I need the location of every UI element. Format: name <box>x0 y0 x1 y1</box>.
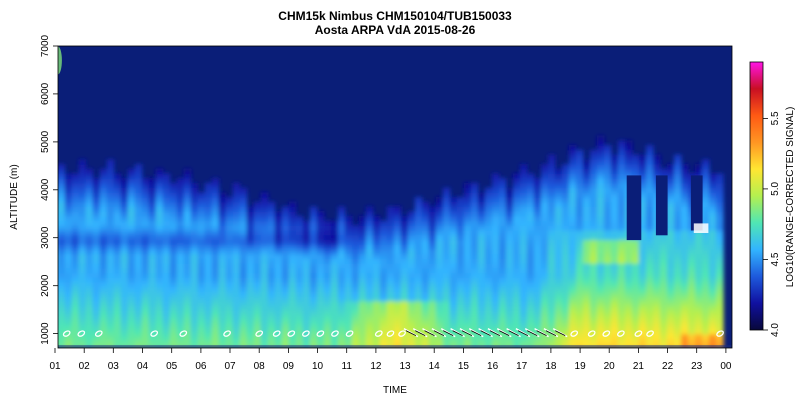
colorbar-label: LOG10(RANGE-CORRECTED SIGNAL) <box>785 107 796 288</box>
y-tick-label: 1000 <box>40 322 51 345</box>
low-signal-streak <box>626 175 642 241</box>
y-tick-label: 5000 <box>40 130 51 153</box>
surface-marker <box>716 330 724 337</box>
low-signal-streak <box>655 175 668 236</box>
surface-marker <box>374 330 383 337</box>
x-tick-label: 22 <box>662 361 674 372</box>
surface-marker <box>179 330 188 337</box>
surface-marker <box>94 330 103 337</box>
surface-marker <box>602 330 611 337</box>
x-tick-label: 20 <box>604 361 616 372</box>
wind-marker-inner <box>499 330 510 336</box>
wind-marker-inner <box>461 330 473 336</box>
wind-marker-inner <box>545 330 557 336</box>
y-axis-label: ALTITUDE (m) <box>9 164 20 229</box>
x-tick-label: 06 <box>195 361 207 372</box>
x-tick-label: 05 <box>166 361 178 372</box>
wind-marker-inner <box>443 330 454 336</box>
surface-marker <box>287 330 296 337</box>
x-tick-label: 08 <box>254 361 266 372</box>
x-axis: 01 02 03 04 05 06 07 08 09 10 11 12 13 14 15 16 17 18 19 20… <box>49 348 732 372</box>
wind-marker-inner <box>405 330 417 336</box>
surface-marker <box>646 330 654 337</box>
x-tick-label: 11 <box>342 361 353 372</box>
wind-marker-inner <box>471 330 482 336</box>
wind-marker-inner <box>508 330 519 336</box>
y-axis: 1000 2000 3000 4000 5000 6000 7000 <box>40 34 58 345</box>
surface-marker <box>634 330 643 337</box>
x-tick-label: 10 <box>312 361 324 372</box>
x-tick-label: 13 <box>399 361 411 372</box>
surface-marker <box>316 330 325 337</box>
colorbar-tick-label: 4.0 <box>770 323 781 337</box>
y-tick-label: 4000 <box>40 178 51 201</box>
surface-marker <box>272 330 281 337</box>
surface-marker <box>223 330 231 337</box>
surface-marker <box>302 330 310 337</box>
colorbar-gradient <box>749 61 764 331</box>
y-tick-label: 3000 <box>40 226 51 249</box>
x-tick-label: 04 <box>137 361 149 372</box>
x-tick-label: 14 <box>429 361 441 372</box>
surface-band <box>58 345 732 348</box>
x-tick-label: 21 <box>633 361 645 372</box>
x-tick-label: 15 <box>458 361 470 372</box>
colorbar-tick-label: 5.5 <box>770 111 781 125</box>
colorbar-ticks: 4.0 4.5 5.0 5.5 <box>763 111 781 337</box>
surface-marker <box>386 330 395 337</box>
colorbar-tick-label: 5.0 <box>770 182 781 196</box>
wind-marker-inner <box>415 330 426 336</box>
plot-frame <box>57 45 733 349</box>
wind-marker-inner <box>452 330 463 336</box>
x-tick-label: 18 <box>545 361 557 372</box>
plot-area <box>58 46 732 348</box>
x-tick-label: 03 <box>108 361 120 372</box>
x-tick-label: 19 <box>575 361 587 372</box>
y-tick-label: 2000 <box>40 274 51 297</box>
wind-marker-inner <box>433 330 445 336</box>
surface-marker <box>77 330 86 337</box>
wind-marker-inner <box>536 330 547 336</box>
y-tick-label: 6000 <box>40 82 51 105</box>
x-tick-label: 09 <box>283 361 295 372</box>
surface-marker <box>617 330 625 337</box>
low-signal-streak <box>690 175 703 231</box>
y-tick-label: 7000 <box>40 34 51 57</box>
surface-marker <box>587 330 596 337</box>
x-tick-label: 07 <box>224 361 236 372</box>
chart-title: CHM15k Nimbus CHM150104/TUB150033 <box>278 9 512 23</box>
signal-patch <box>58 46 62 75</box>
x-tick-label: 23 <box>691 361 703 372</box>
surface-marker <box>398 330 406 337</box>
x-tick-label: 01 <box>49 361 61 372</box>
x-tick-label: 17 <box>516 361 528 372</box>
x-tick-label: 00 <box>720 361 732 372</box>
surface-marker <box>345 330 354 337</box>
wind-marker-inner <box>527 330 538 336</box>
colorbar: 4.0 4.5 5.0 5.5 LOG10(RANGE-CORRECTED SIGNA… <box>749 61 796 337</box>
surface-marker <box>570 330 579 337</box>
wind-marker-inner <box>480 330 491 336</box>
x-tick-label: 16 <box>487 361 499 372</box>
white-cloud-patch <box>693 223 709 233</box>
heatmap-overlay <box>58 46 732 348</box>
x-tick-label: 02 <box>79 361 91 372</box>
chart-subtitle: Aosta ARPA VdA 2015-08-26 <box>315 23 476 37</box>
wind-marker-inner <box>489 330 501 336</box>
surface-marker <box>150 330 159 337</box>
surface-marker <box>331 330 339 337</box>
wind-marker-inner <box>424 330 435 336</box>
colorbar-tick-label: 4.5 <box>770 252 781 266</box>
surface-marker <box>62 330 71 337</box>
wind-marker-inner <box>517 330 529 336</box>
wind-marker-inner <box>555 330 566 336</box>
x-axis-label: TIME <box>383 385 407 396</box>
x-tick-label: 12 <box>370 361 382 372</box>
surface-marker <box>255 330 264 337</box>
